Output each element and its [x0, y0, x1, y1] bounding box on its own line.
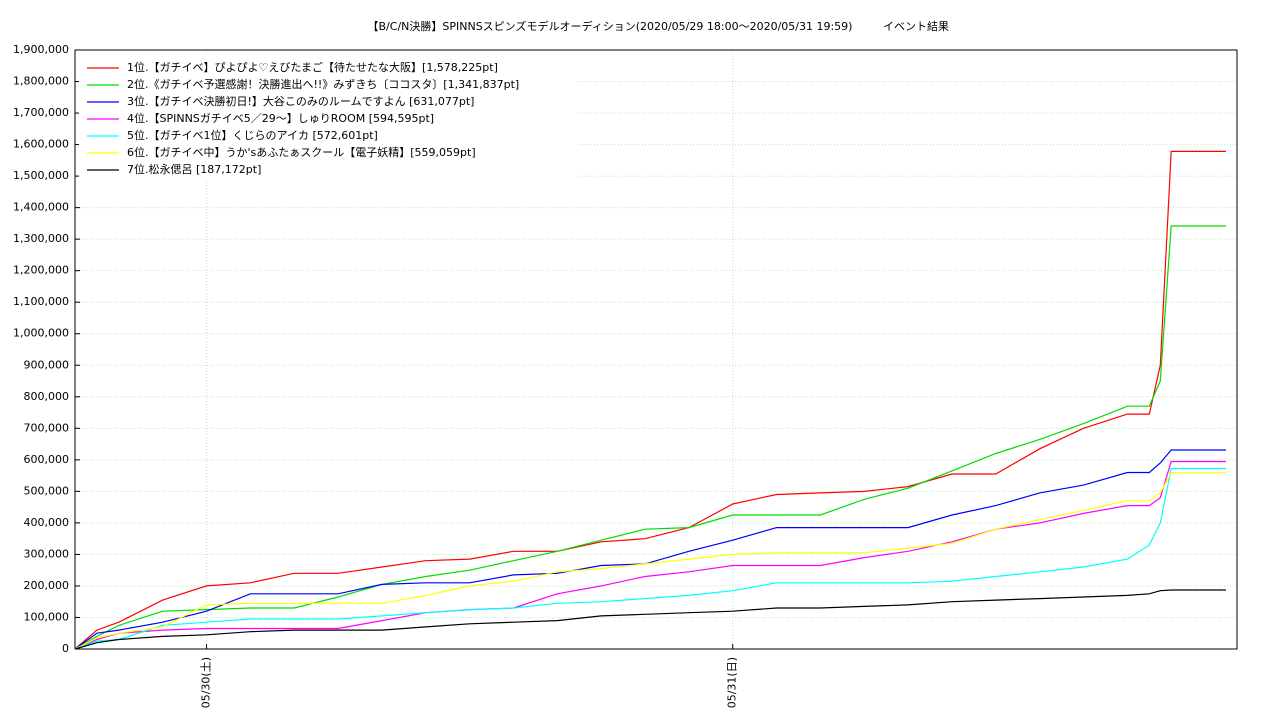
y-tick-label: 1,400,000: [13, 201, 69, 214]
y-tick-label: 1,000,000: [13, 327, 69, 340]
y-tick-label: 1,700,000: [13, 106, 69, 119]
y-tick-label: 600,000: [24, 453, 70, 466]
series-line: [74, 449, 1226, 650]
chart-subtitle: イベント結果: [883, 19, 949, 33]
y-tick-label: 700,000: [24, 421, 70, 434]
y-tick-label: 300,000: [24, 547, 70, 560]
y-tick-label: 1,100,000: [13, 295, 69, 308]
legend-label: 3位.【ガチイベ決勝初日!】大谷このみのルームですよん [631,077pt]: [127, 94, 474, 108]
legend-label: 7位.松永偲呂 [187,172pt]: [127, 162, 261, 176]
y-tick-label: 1,600,000: [13, 138, 69, 151]
series-line: [74, 225, 1226, 650]
y-tick-label: 0: [62, 642, 69, 655]
x-tick-label: 05/31(日): [726, 657, 739, 708]
series-line: [74, 472, 1226, 650]
legend-label: 6位.【ガチイベ中】うか'sあふたぁスクール【電子妖精】[559,059pt]: [127, 145, 476, 159]
chart-title: 【B/C/N決勝】SPINNSスピンズモデルオーディション(2020/05/29…: [368, 19, 853, 33]
legend-label: 4位.【SPINNSガチイベ5／29〜】しゅりROOM [594,595pt]: [127, 111, 434, 125]
y-tick-label: 1,200,000: [13, 264, 69, 277]
y-tick-label: 400,000: [24, 516, 70, 529]
y-tick-label: 500,000: [24, 484, 70, 497]
y-tick-label: 1,800,000: [13, 75, 69, 88]
legend-label: 2位.《ガチイベ予選感謝！決勝進出へ!!》みずきち〔ココスタ〕[1,341,83…: [127, 77, 519, 91]
y-tick-label: 800,000: [24, 390, 70, 403]
legend-label: 5位.【ガチイベ1位】くじらのアイカ [572,601pt]: [127, 128, 378, 142]
y-tick-label: 1,300,000: [13, 232, 69, 245]
legend-label: 1位.【ガチイベ】ぴよぴよ♡えびたまご【待たせたな大阪】[1,578,225pt…: [127, 60, 498, 74]
y-tick-label: 100,000: [24, 610, 70, 623]
y-tick-label: 900,000: [24, 358, 70, 371]
y-tick-label: 1,500,000: [13, 169, 69, 182]
x-tick-label: 05/30(土): [200, 657, 213, 708]
plot-frame: [74, 49, 1238, 650]
y-tick-label: 1,900,000: [13, 43, 69, 56]
legend-box: [79, 54, 579, 181]
series-line: [74, 460, 1226, 650]
series-line: [74, 467, 1226, 650]
y-tick-label: 200,000: [24, 579, 70, 592]
series-line: [74, 150, 1226, 650]
series-line: [74, 589, 1226, 650]
